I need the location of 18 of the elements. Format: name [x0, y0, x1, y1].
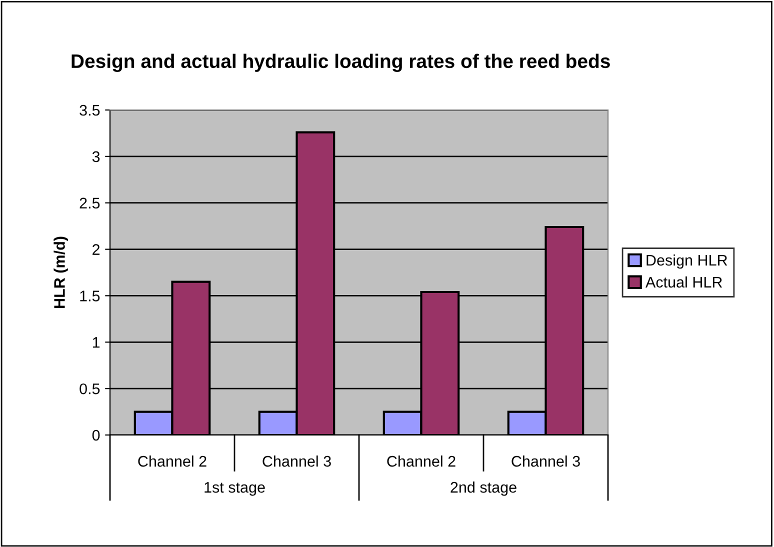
- x-tick-label: Channel 3: [512, 456, 580, 467]
- y-tick-label: 0: [92, 430, 100, 441]
- text: 1st stage: [204, 482, 265, 496]
- y-tick-label: 3.5: [80, 104, 100, 116]
- legend-label: Design HLR: [646, 254, 728, 269]
- y-tick-label: 1.5: [80, 290, 100, 302]
- x-tick-label: Channel 3: [262, 456, 331, 467]
- y-tick-label: 2.5: [80, 198, 100, 209]
- y-tick-label: 3: [92, 151, 100, 162]
- y-tick-label: 1: [92, 337, 100, 348]
- text: 2nd stage: [450, 482, 516, 496]
- x-tick-label: Channel 2: [138, 456, 206, 467]
- x-tick-label: Channel 2: [387, 456, 456, 467]
- y-tick-label: 0.5: [80, 383, 100, 394]
- chart-title: Design and actual hydraulic loading rates of the reed beds: [72, 54, 610, 72]
- legend-label: Actual HLR: [645, 276, 722, 288]
- y-tick-label: 2: [92, 244, 100, 255]
- y-axis-title: HLR (m/d): [54, 236, 68, 308]
